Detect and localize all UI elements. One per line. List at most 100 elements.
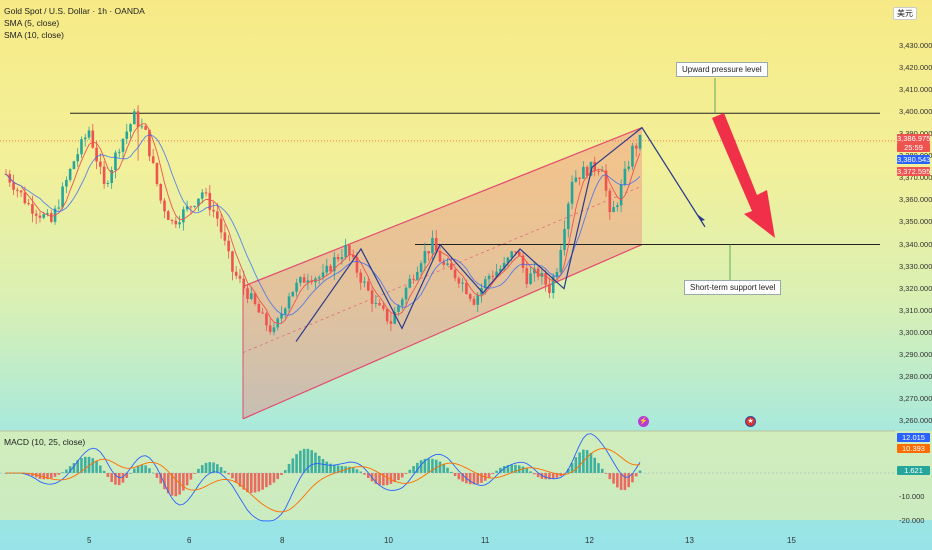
price-tick-label: 3,340.000	[899, 239, 932, 249]
macd-histogram-bar	[619, 473, 623, 490]
macd-histogram-bar	[216, 464, 219, 473]
candle-body	[65, 179, 68, 187]
candle-body	[253, 293, 257, 304]
candle-body	[604, 170, 608, 191]
candle-body	[57, 207, 61, 209]
candle-body	[19, 190, 23, 193]
candle-body	[257, 303, 261, 313]
macd-histogram-bar	[408, 469, 412, 473]
candle-body	[517, 251, 521, 256]
macd-histogram-bar	[612, 473, 615, 484]
macd-histogram-bar	[61, 472, 64, 474]
candle-body	[178, 222, 181, 225]
candle-body	[336, 257, 340, 260]
macd-histogram-bar	[551, 473, 555, 479]
sma-short-tag: 3,380.543	[897, 155, 931, 164]
macd-histogram-bar	[174, 473, 178, 497]
price-tick-label: 3,350.000	[899, 217, 932, 227]
support-level-label[interactable]: Short-term support level	[684, 280, 782, 295]
macd-histogram-bar	[197, 468, 200, 473]
candle-body	[593, 161, 597, 171]
macd-histogram-bar	[529, 471, 532, 473]
macd-histogram-bar	[238, 473, 242, 487]
macd-histogram-bar	[589, 452, 593, 473]
macd-histogram-bar	[616, 473, 619, 488]
candle-body	[31, 204, 34, 214]
macd-histogram-bar	[480, 473, 483, 483]
zigzag-wave-line	[295, 126, 706, 342]
candle-body	[321, 272, 325, 278]
macd-histogram-bar	[597, 463, 600, 473]
candle-body	[431, 237, 434, 254]
candle-body	[223, 232, 227, 241]
macd-histogram-bar	[53, 473, 57, 477]
macd-histogram-bar	[314, 452, 317, 473]
sma-long-legend[interactable]: SMA (10, close)	[4, 30, 64, 40]
macd-histogram-bar	[189, 473, 193, 480]
macd-histogram-bar	[246, 473, 249, 493]
candle-body	[49, 213, 53, 222]
macd-histogram-bar	[510, 464, 513, 473]
sma-long-line	[5, 134, 641, 316]
channel-upper-line	[242, 127, 643, 287]
candle-body	[438, 250, 442, 262]
candle-body	[419, 263, 423, 273]
candle-body	[472, 298, 476, 305]
candle-body	[12, 182, 15, 190]
macd-histogram-bar	[404, 473, 408, 474]
upward-pressure-label[interactable]: Upward pressure level	[676, 62, 768, 77]
candle-body	[23, 192, 27, 204]
candle-body	[355, 257, 359, 273]
candle-body	[450, 263, 453, 270]
macd-histogram-bar	[302, 448, 306, 473]
macd-histogram-bar	[155, 473, 159, 478]
candle-body	[83, 137, 87, 140]
candle-body	[608, 190, 612, 213]
candle-body	[499, 268, 502, 272]
macd-histogram-bar	[325, 461, 329, 473]
macd-histogram-bar	[31, 473, 34, 476]
macd-histogram-bar	[200, 465, 204, 473]
macd-histogram-bar	[72, 463, 76, 473]
date-tick-label: 12	[585, 536, 594, 545]
macd-histogram-bar	[76, 460, 80, 473]
candle-body	[242, 278, 246, 289]
sma-long-tag: 3,372.595	[897, 167, 931, 176]
macd-histogram-bar	[110, 473, 113, 482]
hist-value-tag: 1.621	[897, 466, 930, 475]
candle-body	[363, 281, 366, 283]
candle-body	[374, 302, 378, 304]
macd-histogram-bar	[378, 473, 381, 486]
macd-value-tag: 12.015	[897, 433, 930, 442]
us-flag-icon[interactable]: ★	[745, 416, 756, 427]
sma-short-legend[interactable]: SMA (5, close)	[4, 18, 60, 28]
macd-legend[interactable]: MACD (10, 25, close)	[4, 437, 86, 447]
macd-histogram-bar	[431, 458, 434, 473]
macd-histogram-bar	[106, 473, 110, 478]
symbol-title: Gold Spot / U.S. Dollar · 1h · OANDA	[4, 6, 145, 16]
candle-body	[344, 245, 347, 258]
macd-histogram-bar	[506, 465, 510, 473]
macd-histogram-bar	[348, 466, 351, 473]
candle-body	[68, 168, 72, 180]
candle-body	[283, 308, 287, 315]
candle-body	[197, 198, 200, 206]
macd-histogram-bar	[144, 465, 147, 473]
price-tick-label: 3,370.000	[899, 173, 932, 183]
signal-line	[6, 448, 641, 513]
candle-body	[585, 166, 589, 176]
macd-histogram-bar	[604, 473, 608, 474]
macd-histogram-bar	[102, 470, 106, 473]
candle-body	[348, 245, 351, 255]
candle-body	[495, 271, 498, 277]
candle-body	[42, 214, 46, 218]
candle-body	[38, 215, 42, 218]
candle-body	[378, 302, 381, 306]
macd-histogram-bar	[416, 462, 419, 473]
currency-button[interactable]: 美元	[893, 7, 917, 20]
candle-body	[404, 287, 408, 300]
macd-histogram-bar	[291, 458, 295, 473]
earnings-lightning-icon[interactable]: ⚡	[638, 416, 649, 427]
